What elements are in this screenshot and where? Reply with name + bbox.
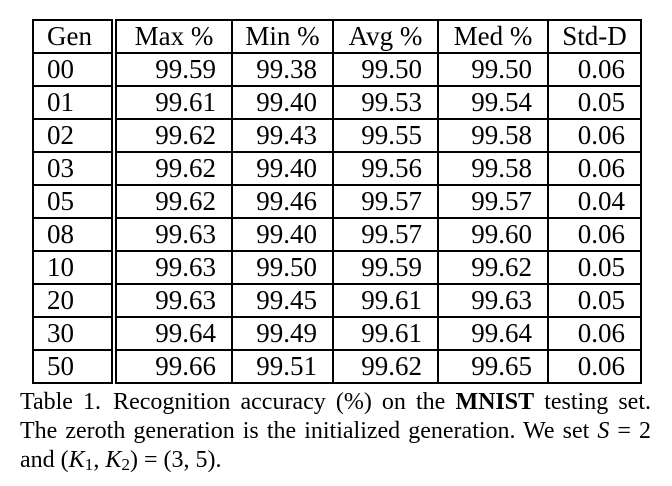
gen-cell: 02 [32,118,115,153]
value-cell: 99.62 [111,118,233,153]
gen-cell: 10 [32,250,115,285]
value-cell: 99.62 [437,250,549,285]
results-table: Gen Max % Min % Avg % Med % Std-D 00 99.59 99.3… [32,19,642,384]
value-cell: 99.66 [111,349,233,384]
column-header-min: Min % [231,19,334,54]
caption-text-segment: 1 [84,454,94,474]
value-cell: 99.54 [437,85,549,120]
table-row-gen-05: 05 99.62 99.46 99.57 99.57 0.04 [32,184,642,219]
value-cell: 99.63 [437,283,549,318]
value-cell: 99.43 [231,118,334,153]
column-header-med: Med % [437,19,549,54]
column-header-max: Max % [111,19,233,54]
table-row-gen-20: 20 99.63 99.45 99.61 99.63 0.05 [32,283,642,318]
gen-cell: 30 [32,316,115,351]
value-cell: 99.49 [231,316,334,351]
value-cell: 0.06 [547,118,642,153]
value-cell: 99.50 [332,52,439,87]
column-header-std-d: Std-D [547,19,642,54]
caption-text-segment: Table 1. [20,389,102,415]
gen-cell: 00 [32,52,115,87]
caption-text-segment: = 2 [609,418,651,444]
table-row-gen-00: 00 99.59 99.38 99.50 99.50 0.06 [32,52,642,87]
value-cell: 99.59 [111,52,233,87]
value-cell: 99.56 [332,151,439,186]
value-cell: 99.40 [231,85,334,120]
caption-text-segment: K [68,447,85,473]
value-cell: 99.57 [437,184,549,219]
value-cell: 99.57 [332,184,439,219]
gen-cell: 50 [32,349,115,384]
value-cell: 99.64 [437,316,549,351]
value-cell: 99.62 [332,349,439,384]
value-cell: 0.06 [547,217,642,252]
value-cell: 0.06 [547,151,642,186]
value-cell: 99.50 [231,250,334,285]
value-cell: 99.61 [332,316,439,351]
gen-cell: 03 [32,151,115,186]
value-cell: 99.62 [111,151,233,186]
value-cell: 99.38 [231,52,334,87]
gen-cell: 20 [32,283,115,318]
table-row-gen-02: 02 99.62 99.43 99.55 99.58 0.06 [32,118,642,153]
value-cell: 99.50 [437,52,549,87]
caption-text-segment: and ( [20,447,69,473]
caption-text-segment: Recognition accuracy (%) on the [101,389,456,415]
header-row: Gen Max % Min % Avg % Med % Std-D [32,19,642,54]
table-row-gen-01: 01 99.61 99.40 99.53 99.54 0.05 [32,85,642,120]
value-cell: 99.59 [332,250,439,285]
value-cell: 0.05 [547,85,642,120]
value-cell: 99.58 [437,118,549,153]
caption-line-2: The zeroth generation is the initialized… [20,417,651,446]
table-row-gen-50: 50 99.66 99.51 99.62 99.65 0.06 [32,349,642,384]
value-cell: 99.53 [332,85,439,120]
value-cell: 0.05 [547,283,642,318]
table-row-gen-08: 08 99.63 99.40 99.57 99.60 0.06 [32,217,642,252]
value-cell: 99.63 [111,283,233,318]
table-row-gen-10: 10 99.63 99.50 99.59 99.62 0.05 [32,250,642,285]
value-cell: 0.06 [547,316,642,351]
gen-cell: 05 [32,184,115,219]
table-row-gen-30: 30 99.64 99.49 99.61 99.64 0.06 [32,316,642,351]
value-cell: 99.40 [231,151,334,186]
value-cell: 99.63 [111,217,233,252]
caption-text-segment: 2 [121,454,130,474]
value-cell: 99.45 [231,283,334,318]
caption-text-segment: The zeroth generation is the initialized… [20,418,598,444]
table-row-gen-03: 03 99.62 99.40 99.56 99.58 0.06 [32,151,642,186]
caption-line-3: and (K1, K2) = (3, 5). [20,446,651,475]
value-cell: 99.58 [437,151,549,186]
value-cell: 99.40 [231,217,334,252]
value-cell: 99.60 [437,217,549,252]
value-cell: 0.06 [547,52,642,87]
value-cell: 99.55 [332,118,439,153]
value-cell: 99.64 [111,316,233,351]
caption-line-1: Table 1. Recognition accuracy (%) on the… [20,388,651,417]
gen-cell: 01 [32,85,115,120]
caption-text-segment: MNIST [455,389,535,415]
table-caption: Table 1. Recognition accuracy (%) on the… [20,388,651,475]
value-cell: 0.06 [547,349,642,384]
value-cell: 99.46 [231,184,334,219]
value-cell: 0.05 [547,250,642,285]
value-cell: 99.62 [111,184,233,219]
caption-text-segment: testing set. [534,389,651,415]
value-cell: 99.61 [332,283,439,318]
value-cell: 99.63 [111,250,233,285]
gen-cell: 08 [32,217,115,252]
value-cell: 99.51 [231,349,334,384]
caption-text-segment: S [597,418,610,444]
caption-text-segment: , [93,447,106,473]
value-cell: 0.04 [547,184,642,219]
caption-text-segment: ) = (3, 5). [129,447,222,473]
value-cell: 99.61 [111,85,233,120]
value-cell: 99.57 [332,217,439,252]
column-header-gen: Gen [32,19,115,54]
value-cell: 99.65 [437,349,549,384]
column-header-avg: Avg % [332,19,439,54]
caption-text-segment: K [105,447,122,473]
